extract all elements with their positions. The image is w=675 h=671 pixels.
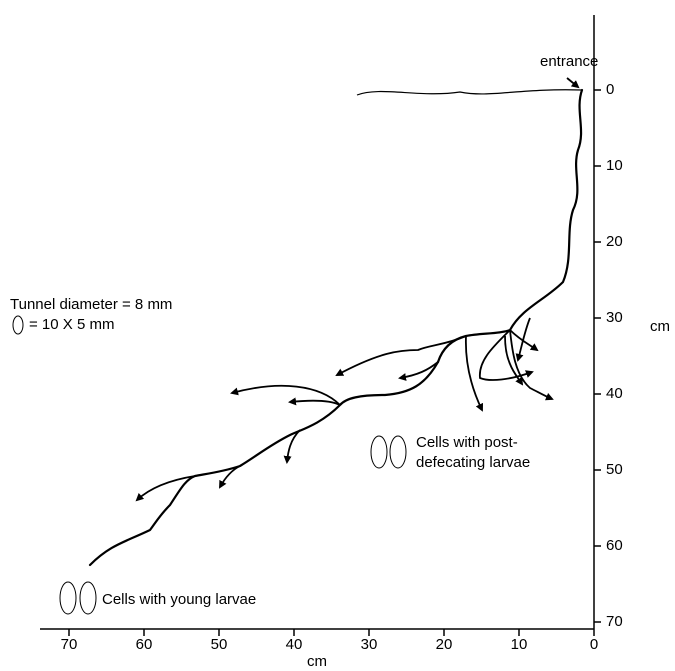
x-tick-label: 10 bbox=[511, 636, 528, 653]
x-tick-label: 50 bbox=[211, 636, 228, 653]
branch bbox=[515, 317, 531, 362]
entrance-arrow bbox=[566, 77, 580, 89]
cell-icon bbox=[59, 581, 77, 615]
branch bbox=[335, 335, 467, 376]
legend-cell: = 10 X 5 mm bbox=[29, 316, 114, 333]
y-tick-label: 60 bbox=[606, 537, 623, 554]
branch bbox=[509, 329, 539, 352]
y-tick-label: 30 bbox=[606, 309, 623, 326]
branch bbox=[504, 335, 524, 386]
branch bbox=[509, 329, 554, 401]
branch bbox=[219, 465, 241, 489]
branch bbox=[479, 329, 534, 381]
main-shaft bbox=[436, 88, 584, 364]
cell-icon bbox=[79, 581, 97, 615]
cells-label: defecating larvae bbox=[416, 454, 530, 471]
x-tick-label: 40 bbox=[286, 636, 303, 653]
cell-icon bbox=[370, 435, 388, 469]
y-tick-label: 0 bbox=[606, 81, 614, 98]
branch bbox=[135, 475, 196, 502]
cell-icon bbox=[389, 435, 407, 469]
branch bbox=[283, 429, 301, 464]
branch bbox=[398, 361, 439, 381]
entrance-label: entrance bbox=[540, 53, 598, 70]
branch bbox=[230, 384, 341, 406]
x-tick-label: 60 bbox=[136, 636, 153, 653]
cells-label: Cells with post- bbox=[416, 434, 518, 451]
tunnels bbox=[88, 77, 584, 567]
x-tick-label: 30 bbox=[361, 636, 378, 653]
x-tick-label: 0 bbox=[590, 636, 598, 653]
ground-surface bbox=[356, 89, 583, 96]
y-tick-label: 70 bbox=[606, 613, 623, 630]
main-branch bbox=[88, 360, 440, 567]
legend-cell-icon bbox=[12, 315, 24, 335]
y-tick-label: 40 bbox=[606, 385, 623, 402]
y-tick-label: 10 bbox=[606, 157, 623, 174]
branch bbox=[288, 397, 341, 406]
x-axis-label: cm bbox=[307, 653, 327, 670]
y-tick-label: 50 bbox=[606, 461, 623, 478]
x-tick-label: 20 bbox=[436, 636, 453, 653]
branch bbox=[464, 335, 484, 412]
legend-tunnel: Tunnel diameter = 8 mm bbox=[10, 296, 172, 313]
cells-label: Cells with young larvae bbox=[102, 591, 256, 608]
y-axis-label: cm bbox=[650, 318, 670, 335]
axes bbox=[40, 15, 595, 630]
y-tick-label: 20 bbox=[606, 233, 623, 250]
x-tick-label: 70 bbox=[61, 636, 78, 653]
